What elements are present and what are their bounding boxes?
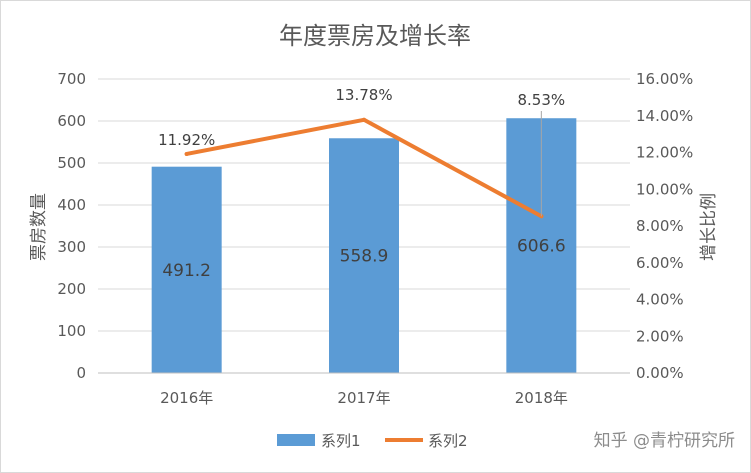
- chart-title: 年度票房及增长率: [279, 22, 471, 50]
- bar-series: 491.2 558.9 606.6: [151, 118, 577, 373]
- y2-tick-label: 6.00%: [636, 254, 684, 272]
- line-point: [184, 151, 189, 156]
- x-tick-label: 2018年: [515, 389, 568, 407]
- y-tick-label: 100: [57, 322, 86, 340]
- watermark: 知乎 @青柠研究所: [594, 431, 735, 451]
- legend-swatch-series1: [277, 434, 315, 446]
- legend-label-series1: 系列1: [321, 432, 361, 450]
- x-tick-label: 2016年: [160, 389, 213, 407]
- y-tick-label: 200: [57, 280, 86, 298]
- line-value-label: 11.92%: [158, 131, 215, 149]
- y2-tick-label: 16.00%: [636, 70, 693, 88]
- y-tick-label: 600: [57, 112, 86, 130]
- y-tick-label: 0: [76, 364, 86, 382]
- line-series: 11.92% 13.78% 8.53%: [158, 86, 566, 219]
- x-tick-label: 2017年: [337, 389, 390, 407]
- y2-tick-label: 14.00%: [636, 107, 693, 125]
- y2-tick-label: 0.00%: [636, 364, 684, 382]
- y-axis-right: 0.00% 2.00% 4.00% 6.00% 8.00% 10.00% 12.00% 14.…: [636, 70, 693, 382]
- y2-axis-title: 增长比例: [699, 193, 719, 261]
- line-value-label: 8.53%: [518, 91, 566, 109]
- y2-tick-label: 2.00%: [636, 327, 684, 345]
- y-tick-label: 400: [57, 196, 86, 214]
- x-axis: 2016年 2017年 2018年: [98, 372, 630, 407]
- bar-value-label: 491.2: [162, 261, 211, 281]
- line-point: [362, 117, 366, 122]
- y-tick-label: 500: [57, 154, 86, 172]
- bar: [151, 166, 222, 373]
- line-value-label: 13.78%: [335, 86, 392, 104]
- y-tick-label: 700: [57, 70, 86, 88]
- y-axis-title: 票房数量: [29, 193, 49, 261]
- y2-tick-label: 10.00%: [636, 180, 693, 198]
- bar: [329, 138, 399, 373]
- y2-tick-label: 4.00%: [636, 291, 684, 309]
- y2-tick-label: 8.00%: [636, 217, 684, 235]
- y-tick-label: 300: [57, 238, 86, 256]
- bar-value-label: 558.9: [340, 247, 389, 267]
- bar-value-label: 606.6: [517, 237, 566, 257]
- y-axis-left: 0 100 200 300 400 500 600 700: [57, 70, 86, 382]
- legend: 系列1 系列2: [277, 432, 468, 450]
- legend-label-series2: 系列2: [428, 432, 468, 450]
- y2-tick-label: 12.00%: [636, 144, 693, 162]
